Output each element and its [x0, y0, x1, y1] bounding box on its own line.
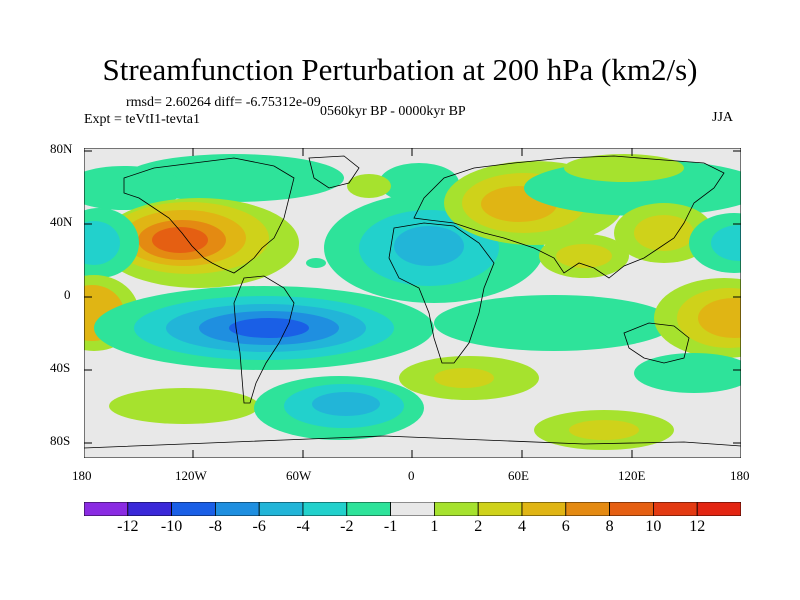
coastline-australia: [623, 322, 690, 364]
coastline-eurasia: [413, 155, 725, 279]
x-tick-label: 180: [72, 468, 92, 483]
x-tick-label: 120E: [618, 468, 646, 483]
streamfunction-map: [84, 148, 741, 458]
colorbar-swatch: [84, 502, 129, 516]
contour-region: [434, 295, 674, 351]
colorbar-swatch: [171, 502, 216, 516]
colorbar: [84, 502, 741, 516]
contour-region: [84, 166, 184, 210]
coastlines: [84, 155, 741, 449]
coastline-africa: [388, 222, 495, 364]
colorbar-label: 10: [645, 518, 662, 535]
period-label: 0560kyr BP - 0000kyr BP: [320, 104, 466, 119]
contour-region: [306, 258, 326, 268]
colorbar-swatch: [565, 502, 610, 516]
colorbar-swatch: [302, 502, 348, 516]
colorbar-label: -1: [383, 518, 398, 535]
x-tick-label: 60W: [286, 468, 312, 483]
coastline-south-america: [233, 275, 295, 404]
coastline-north-america: [123, 157, 295, 274]
contour-region: [556, 244, 612, 268]
colorbar-swatch: [214, 502, 260, 516]
coastline-antarctica: [84, 435, 741, 449]
colorbar-label: 1: [430, 518, 439, 535]
experiment-label: Expt = teVtI1-tevta1: [84, 112, 200, 127]
x-tick-label: 180: [730, 468, 750, 483]
contour-region: [698, 298, 741, 338]
colorbar-label: 4: [518, 518, 526, 535]
chart-title: Streamfunction Perturbation at 200 hPa (…: [102, 52, 698, 87]
colorbar-swatch: [609, 502, 654, 516]
contour-region: [634, 215, 694, 251]
season-label: JJA: [712, 110, 734, 125]
x-tick-label: 60E: [508, 468, 529, 483]
colorbar-label: -10: [160, 518, 183, 535]
y-tick-label: 80S: [50, 433, 71, 448]
stats-line: rmsd= 2.60264 diff= -6.75312e-09: [126, 95, 321, 110]
contour-region: [711, 225, 741, 261]
colorbar-label: -4: [296, 518, 310, 535]
contour-fields: [84, 154, 741, 450]
y-tick-label: 0: [64, 287, 71, 302]
contour-region: [379, 163, 459, 203]
contour-region: [152, 227, 208, 253]
colorbar-label: -2: [340, 518, 354, 535]
colorbar-swatch: [477, 502, 523, 516]
colorbar-swatch: [390, 502, 435, 516]
contour-region: [434, 368, 494, 388]
contour-region: [347, 174, 391, 198]
colorbar-swatch: [433, 502, 479, 516]
colorbar-swatch: [127, 502, 172, 516]
colorbar-label: -8: [208, 518, 223, 535]
colorbar-swatch: [521, 502, 567, 516]
coastline-greenland: [308, 155, 360, 189]
colorbar-label: 12: [689, 518, 706, 535]
y-tick-label: 40N: [50, 214, 73, 229]
colorbar-label: 8: [605, 518, 614, 535]
contour-region: [84, 221, 120, 265]
colorbar-label: -6: [252, 518, 266, 535]
axis-ticks: [84, 148, 741, 458]
colorbar-label: 6: [561, 518, 570, 535]
y-tick-label: 80N: [50, 141, 73, 156]
contour-region: [564, 154, 684, 182]
x-tick-label: 0: [408, 468, 415, 483]
colorbar-label: 2: [474, 518, 483, 535]
contour-region: [569, 420, 639, 440]
contour-region: [312, 392, 380, 416]
contour-region: [109, 388, 259, 424]
contour-region: [229, 318, 309, 338]
x-tick-label: 120W: [175, 468, 207, 483]
contour-region: [634, 353, 741, 393]
colorbar-swatch: [653, 502, 698, 516]
colorbar-swatch: [696, 502, 741, 516]
contour-region: [394, 226, 464, 266]
colorbar-swatch: [346, 502, 391, 516]
y-tick-label: 40S: [50, 360, 71, 375]
colorbar-swatch: [258, 502, 304, 516]
colorbar-label: -12: [117, 518, 139, 535]
